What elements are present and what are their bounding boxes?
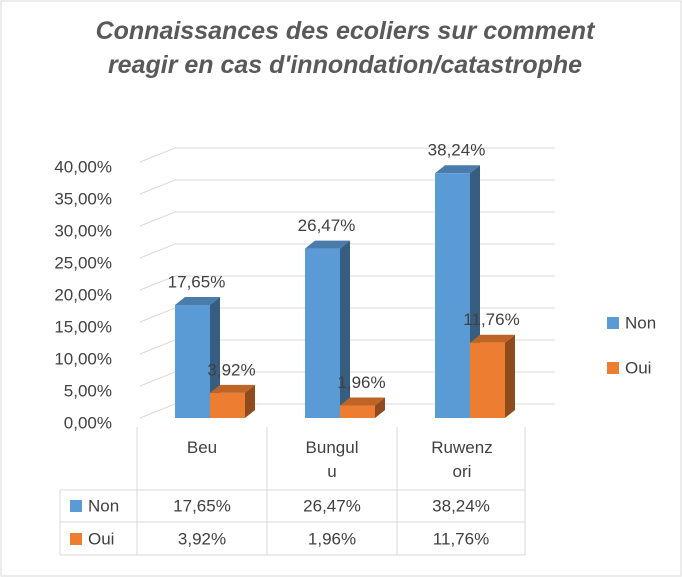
- table-cell: 11,76%: [433, 529, 489, 548]
- bar-side: [245, 384, 255, 418]
- y-tick-label: 35,00%: [54, 189, 112, 208]
- bar-top: [305, 240, 350, 249]
- bar-top: [470, 334, 515, 343]
- bar-top: [210, 384, 255, 393]
- bar-top: [175, 297, 220, 306]
- grid-line: [139, 243, 555, 259]
- bar-top: [435, 165, 480, 174]
- legend-swatch: [70, 500, 82, 512]
- legend-swatch: [607, 317, 619, 329]
- data-label: 38,24%: [428, 141, 486, 160]
- bar: [305, 248, 340, 418]
- x-tick-label: Ruwenzori: [431, 438, 493, 481]
- legend-label: Non: [625, 313, 656, 332]
- bar-side: [505, 334, 515, 418]
- y-tick-label: 40,00%: [54, 157, 112, 176]
- legend-swatch: [607, 362, 619, 374]
- y-tick-label: 10,00%: [54, 349, 112, 368]
- bar: [340, 405, 375, 418]
- table-cell: 17,65%: [173, 496, 231, 515]
- grid-line: [139, 211, 555, 227]
- chart-title: Connaissances des ecoliers sur comment r…: [95, 17, 595, 79]
- grid-line: [139, 275, 555, 291]
- grid-line: [139, 179, 555, 195]
- table-cell: 1,96%: [308, 529, 356, 548]
- y-tick-label: 0,00%: [64, 413, 112, 432]
- y-tick-label: 5,00%: [64, 381, 112, 400]
- grid-line: [139, 147, 555, 163]
- bar-top: [340, 397, 385, 406]
- bar: [210, 392, 245, 418]
- data-label: 3,92%: [207, 360, 255, 379]
- data-label: 17,65%: [168, 273, 226, 292]
- data-label: 1,96%: [337, 373, 385, 392]
- table-cell: 38,24%: [432, 496, 490, 515]
- x-tick-label: Bungulu: [305, 438, 359, 481]
- data-label: 11,76%: [463, 310, 519, 329]
- bar-side: [340, 240, 350, 418]
- table-cell: 3,92%: [178, 529, 226, 548]
- bar-side: [375, 397, 385, 418]
- legend-label: Oui: [625, 358, 651, 377]
- bar: [175, 305, 210, 418]
- y-tick-label: 15,00%: [54, 317, 112, 336]
- legend-swatch: [70, 533, 82, 545]
- table-cell: 26,47%: [303, 496, 361, 515]
- legend-label: Oui: [88, 529, 114, 548]
- y-tick-label: 25,00%: [54, 253, 112, 272]
- data-label: 26,47%: [298, 216, 356, 235]
- legend-label: Non: [88, 496, 119, 515]
- bar: [470, 342, 505, 418]
- bar: [435, 173, 470, 418]
- y-tick-label: 20,00%: [54, 285, 112, 304]
- y-tick-label: 30,00%: [54, 221, 112, 240]
- x-tick-label: Beu: [186, 438, 218, 457]
